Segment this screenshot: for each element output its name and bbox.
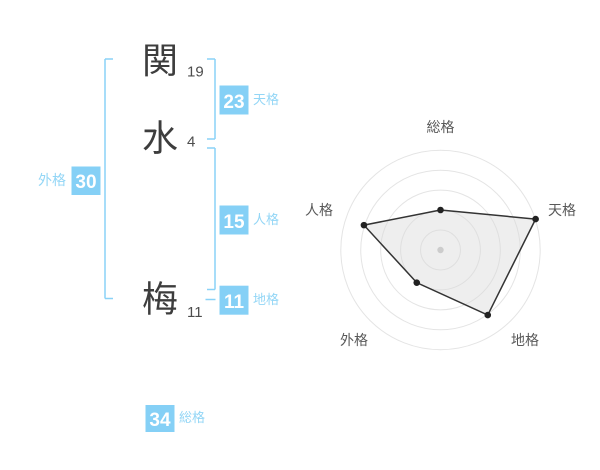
svg-text:梅: 梅 — [142, 279, 178, 320]
svg-text:総格: 総格 — [427, 119, 455, 135]
svg-text:19: 19 — [187, 64, 204, 81]
svg-text:人格: 人格 — [305, 202, 333, 218]
svg-text:11: 11 — [224, 292, 245, 313]
svg-text:天格: 天格 — [548, 202, 576, 218]
svg-text:関: 関 — [142, 40, 178, 81]
svg-text:11: 11 — [187, 304, 203, 321]
svg-text:人格: 人格 — [253, 212, 279, 227]
svg-text:地格: 地格 — [511, 332, 539, 348]
svg-text:総格: 総格 — [179, 410, 205, 425]
svg-text:34: 34 — [149, 410, 171, 431]
svg-text:天格: 天格 — [253, 92, 279, 107]
svg-text:地格: 地格 — [253, 292, 279, 307]
svg-text:23: 23 — [223, 92, 244, 113]
svg-text:4: 4 — [187, 134, 195, 151]
svg-text:外格: 外格 — [38, 172, 66, 188]
svg-text:水: 水 — [142, 118, 178, 159]
svg-text:15: 15 — [223, 212, 245, 233]
svg-text:30: 30 — [75, 172, 96, 193]
svg-text:外格: 外格 — [340, 332, 368, 348]
